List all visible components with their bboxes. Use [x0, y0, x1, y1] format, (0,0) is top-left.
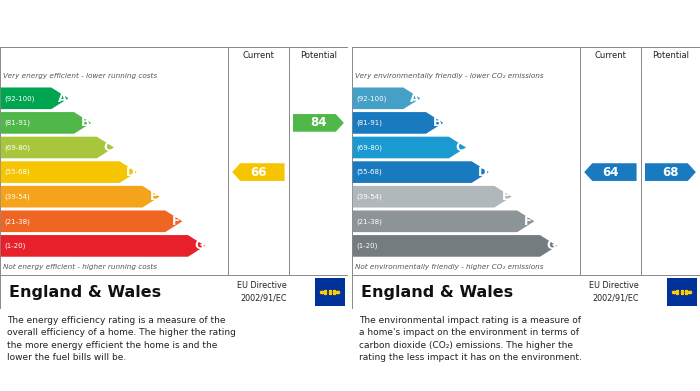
Text: (55-68): (55-68) [4, 169, 30, 175]
Polygon shape [584, 163, 636, 181]
Text: Current: Current [242, 52, 274, 61]
Polygon shape [353, 186, 512, 208]
Text: Potential: Potential [652, 52, 689, 61]
Text: (1-20): (1-20) [356, 243, 377, 249]
Text: EU Directive
2002/91/EC: EU Directive 2002/91/EC [589, 281, 638, 303]
Text: (92-100): (92-100) [356, 95, 386, 102]
Text: EU Directive
2002/91/EC: EU Directive 2002/91/EC [237, 281, 286, 303]
Text: (81-91): (81-91) [4, 120, 30, 126]
Text: F: F [524, 215, 533, 228]
Text: F: F [172, 215, 181, 228]
Text: Very energy efficient - lower running costs: Very energy efficient - lower running co… [4, 72, 158, 79]
Text: (69-80): (69-80) [4, 144, 30, 151]
Polygon shape [353, 88, 421, 109]
Text: B: B [433, 117, 442, 129]
Polygon shape [353, 235, 557, 257]
Text: (55-68): (55-68) [356, 169, 382, 175]
Text: G: G [546, 239, 556, 253]
Text: (39-54): (39-54) [356, 194, 382, 200]
Text: E: E [502, 190, 510, 203]
Text: 66: 66 [250, 166, 267, 179]
Text: E: E [150, 190, 158, 203]
Polygon shape [1, 112, 91, 134]
Text: (81-91): (81-91) [356, 120, 382, 126]
Text: 68: 68 [662, 166, 679, 179]
Bar [315, 278, 344, 306]
Text: C: C [104, 141, 113, 154]
Text: (69-80): (69-80) [356, 144, 382, 151]
Polygon shape [645, 163, 696, 181]
Polygon shape [353, 210, 534, 232]
Polygon shape [1, 137, 114, 158]
Text: C: C [456, 141, 464, 154]
Text: The environmental impact rating is a measure of
a home's impact on the environme: The environmental impact rating is a mea… [359, 316, 582, 362]
Text: Not environmentally friendly - higher CO₂ emissions: Not environmentally friendly - higher CO… [356, 264, 544, 270]
Text: (1-20): (1-20) [4, 243, 26, 249]
Text: Energy Efficiency Rating: Energy Efficiency Rating [8, 27, 181, 39]
Text: 84: 84 [310, 117, 327, 129]
Polygon shape [1, 186, 160, 208]
Polygon shape [353, 161, 489, 183]
Text: Very environmentally friendly - lower CO₂ emissions: Very environmentally friendly - lower CO… [356, 72, 544, 79]
Text: England & Wales: England & Wales [8, 285, 161, 300]
Text: (21-38): (21-38) [356, 218, 382, 224]
Text: A: A [58, 92, 67, 105]
Polygon shape [353, 112, 443, 134]
Polygon shape [232, 163, 285, 181]
Text: A: A [410, 92, 419, 105]
Text: Environmental Impact (CO₂) Rating: Environmental Impact (CO₂) Rating [360, 27, 607, 39]
Text: D: D [478, 166, 488, 179]
Text: Current: Current [594, 52, 626, 61]
Text: (92-100): (92-100) [4, 95, 34, 102]
Text: (21-38): (21-38) [4, 218, 30, 224]
Polygon shape [1, 88, 69, 109]
Polygon shape [1, 235, 205, 257]
Polygon shape [1, 210, 183, 232]
Text: The energy efficiency rating is a measure of the
overall efficiency of a home. T: The energy efficiency rating is a measur… [7, 316, 236, 362]
Polygon shape [353, 137, 466, 158]
Text: B: B [80, 117, 90, 129]
Polygon shape [293, 114, 344, 132]
Text: Not energy efficient - higher running costs: Not energy efficient - higher running co… [4, 264, 158, 270]
Polygon shape [1, 161, 136, 183]
Text: D: D [126, 166, 136, 179]
Text: Potential: Potential [300, 52, 337, 61]
Text: (39-54): (39-54) [4, 194, 30, 200]
Text: England & Wales: England & Wales [360, 285, 513, 300]
Text: 64: 64 [602, 166, 619, 179]
Bar [667, 278, 696, 306]
Text: G: G [195, 239, 204, 253]
